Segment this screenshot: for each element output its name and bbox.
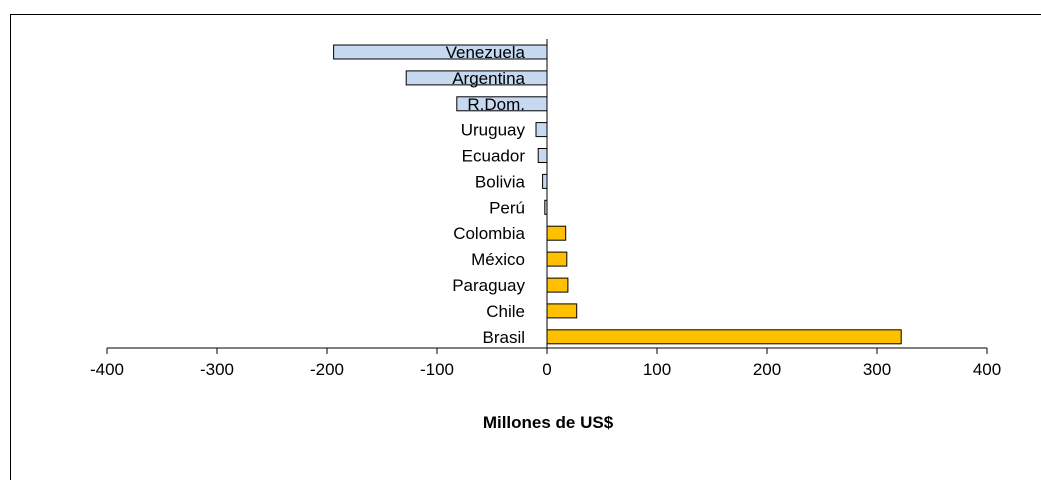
bar-4 [537, 148, 548, 163]
x-tick-label-4: 0 [542, 360, 551, 379]
x-tick-label-6: 200 [753, 360, 781, 379]
bar-8 [546, 251, 568, 267]
x-axis-title: Millones de US$ [483, 413, 614, 432]
category-label-7: Colombia [453, 224, 525, 243]
x-tick-label-0: -400 [90, 360, 124, 379]
x-tick-label-3: -100 [420, 360, 454, 379]
category-label-10: Chile [486, 302, 525, 321]
category-labels: Venezuela Argentina R.Dom. Uruguay Ecuador Bo… [446, 43, 526, 347]
bar-10 [546, 303, 578, 319]
x-tick-label-1: -300 [200, 360, 234, 379]
bar-11 [546, 329, 902, 345]
x-tick-label-7: 300 [863, 360, 891, 379]
category-label-3: Uruguay [461, 121, 526, 140]
bar-7 [546, 225, 567, 241]
category-label-6: Perú [489, 198, 525, 217]
x-tick-label-8: 400 [973, 360, 1001, 379]
chart-frame [10, 14, 1041, 480]
x-ticks: -400 -300 -200 -100 0 100 200 300 400 [90, 348, 1001, 379]
bar-3 [535, 122, 548, 138]
bar-5 [542, 173, 548, 189]
category-label-4: Ecuador [462, 147, 526, 166]
category-label-2: R.Dom. [467, 95, 525, 114]
category-label-11: Brasil [482, 328, 525, 347]
category-label-8: México [471, 250, 525, 269]
bar-9 [546, 277, 569, 293]
x-tick-label-2: -200 [310, 360, 344, 379]
category-label-5: Bolivia [475, 172, 526, 191]
x-tick-label-5: 100 [643, 360, 671, 379]
category-label-1: Argentina [452, 69, 525, 88]
category-label-0: Venezuela [446, 43, 526, 62]
bars [333, 44, 902, 345]
category-label-9: Paraguay [452, 276, 525, 295]
